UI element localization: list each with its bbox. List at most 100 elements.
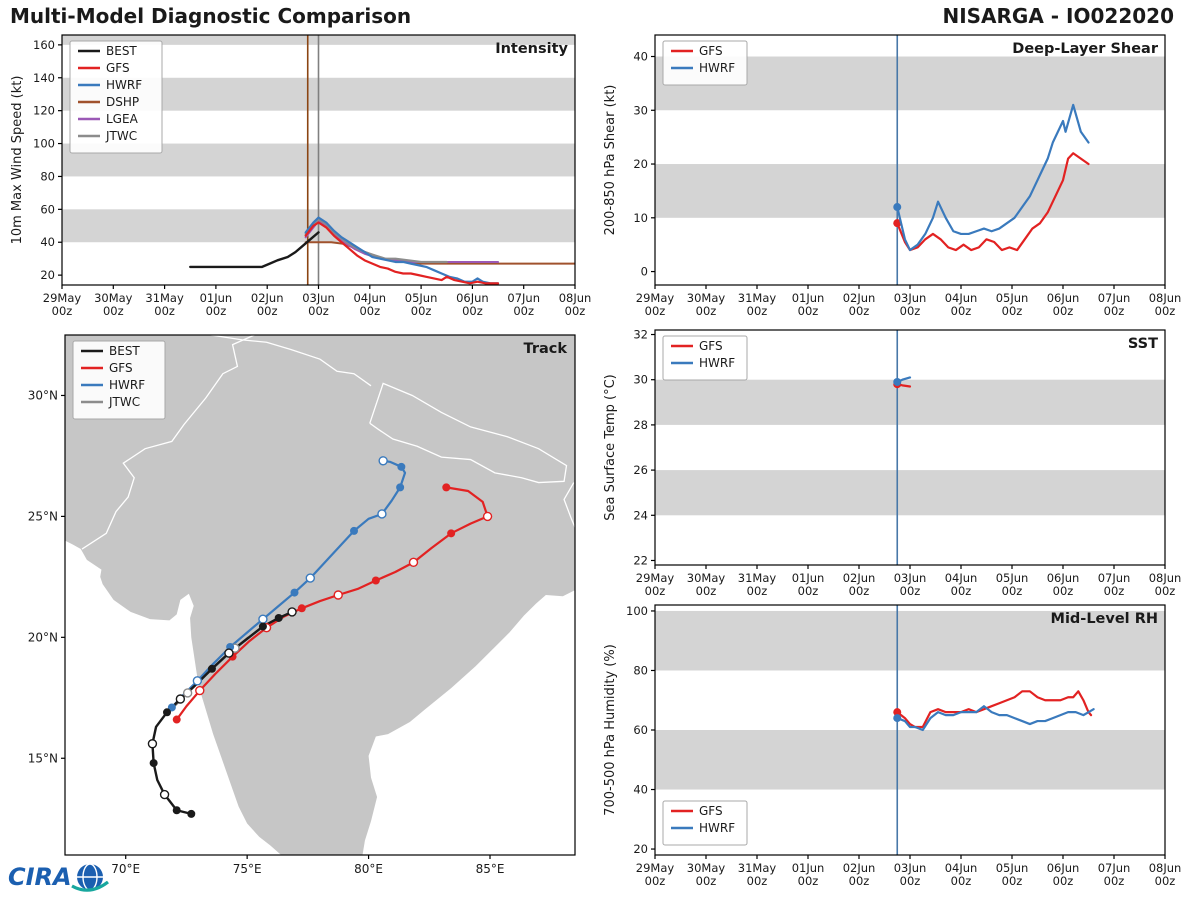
svg-text:00z: 00z: [951, 304, 972, 318]
svg-text:03Jun: 03Jun: [302, 291, 335, 305]
svg-text:15°N: 15°N: [28, 751, 58, 765]
svg-text:00z: 00z: [900, 304, 921, 318]
svg-text:BEST: BEST: [109, 344, 140, 358]
svg-text:20: 20: [633, 842, 648, 856]
svg-text:00z: 00z: [900, 584, 921, 598]
svg-text:04Jun: 04Jun: [945, 291, 978, 305]
svg-text:00z: 00z: [798, 584, 819, 598]
svg-text:00z: 00z: [645, 584, 666, 598]
svg-text:200-850 hPa Shear (kt): 200-850 hPa Shear (kt): [603, 85, 618, 236]
svg-text:31May: 31May: [738, 861, 777, 875]
svg-text:00z: 00z: [747, 584, 768, 598]
svg-text:00z: 00z: [951, 874, 972, 888]
intensity-series-gfs: [304, 221, 500, 285]
svg-text:GFS: GFS: [109, 361, 133, 375]
track-y-axis: 15°N 20°N 25°N 30°N: [28, 388, 65, 765]
sst-panel: 29May00z30May00z31May00z01Jun00z02Jun00z…: [603, 328, 1181, 598]
rh-x-axis: 29May00z30May00z31May00z01Jun00z02Jun00z…: [636, 855, 1182, 888]
svg-text:30May: 30May: [687, 571, 726, 585]
svg-text:31May: 31May: [145, 291, 184, 305]
svg-text:31May: 31May: [738, 291, 777, 305]
svg-text:00z: 00z: [513, 304, 534, 318]
svg-text:100: 100: [33, 137, 55, 151]
rh-panel: 29May00z30May00z31May00z01Jun00z02Jun00z…: [603, 604, 1181, 888]
svg-text:120: 120: [33, 104, 55, 118]
svg-text:30: 30: [633, 373, 648, 387]
svg-text:00z: 00z: [359, 304, 380, 318]
country-border: [369, 382, 568, 484]
sst-legend: GFS HWRF: [662, 335, 748, 381]
svg-text:00z: 00z: [696, 304, 717, 318]
svg-text:00z: 00z: [1002, 874, 1023, 888]
svg-text:HWRF: HWRF: [109, 378, 145, 392]
svg-text:100: 100: [626, 604, 648, 618]
svg-text:06Jun: 06Jun: [1047, 291, 1080, 305]
svg-text:GFS: GFS: [106, 61, 130, 75]
svg-text:00z: 00z: [1155, 874, 1176, 888]
svg-text:Sea Surface Temp (°C): Sea Surface Temp (°C): [603, 374, 618, 521]
svg-text:05Jun: 05Jun: [996, 861, 1029, 875]
svg-text:20°N: 20°N: [28, 630, 58, 644]
svg-text:20: 20: [633, 157, 648, 171]
svg-text:00z: 00z: [645, 874, 666, 888]
intensity-y-axis: 20 40 60 80 100 120 140 160: [33, 38, 62, 282]
svg-text:04Jun: 04Jun: [945, 571, 978, 585]
svg-text:00z: 00z: [798, 304, 819, 318]
svg-text:40: 40: [40, 235, 55, 249]
rh-series-hwrf: [896, 705, 1095, 732]
svg-text:32: 32: [633, 328, 648, 342]
shear-series-hwrf: [896, 103, 1090, 252]
svg-text:GFS: GFS: [699, 804, 723, 818]
svg-text:22: 22: [633, 553, 648, 567]
cira-swoosh-icon: [71, 880, 109, 892]
svg-text:Intensity: Intensity: [495, 41, 568, 57]
track-panel: 70°E 75°E 80°E 85°E 15°N 20°N 25°N 30°N Track BES…: [28, 334, 576, 876]
svg-text:00z: 00z: [747, 874, 768, 888]
svg-text:25°N: 25°N: [28, 509, 58, 523]
svg-text:08Jun: 08Jun: [1149, 291, 1182, 305]
svg-text:00z: 00z: [1053, 874, 1074, 888]
svg-text:00z: 00z: [1053, 584, 1074, 598]
shear-y-axis: 0 10 20 30 40: [633, 50, 655, 279]
svg-text:24: 24: [633, 508, 648, 522]
svg-text:700-500 hPa Humidity (%): 700-500 hPa Humidity (%): [603, 644, 618, 816]
svg-text:00z: 00z: [257, 304, 278, 318]
shear-series-gfs: [896, 152, 1090, 252]
svg-text:04Jun: 04Jun: [945, 861, 978, 875]
intensity-legend: BEST GFS HWRF DSHP LGEA JTWC: [69, 40, 163, 154]
rh-legend: GFS HWRF: [662, 800, 748, 846]
svg-text:30°N: 30°N: [28, 388, 58, 402]
svg-text:07Jun: 07Jun: [1098, 571, 1131, 585]
svg-text:HWRF: HWRF: [699, 821, 735, 835]
svg-text:00z: 00z: [1155, 584, 1176, 598]
svg-text:00z: 00z: [951, 584, 972, 598]
svg-text:29May: 29May: [636, 861, 675, 875]
svg-text:26: 26: [633, 463, 648, 477]
svg-text:29May: 29May: [636, 571, 675, 585]
svg-text:HWRF: HWRF: [106, 78, 142, 92]
svg-text:00z: 00z: [696, 584, 717, 598]
svg-text:28: 28: [633, 418, 648, 432]
svg-text:0: 0: [641, 265, 648, 279]
svg-text:00z: 00z: [696, 874, 717, 888]
svg-text:01Jun: 01Jun: [792, 291, 825, 305]
svg-text:00z: 00z: [565, 304, 586, 318]
svg-text:00z: 00z: [747, 304, 768, 318]
svg-text:Deep-Layer Shear: Deep-Layer Shear: [1012, 41, 1159, 57]
svg-text:00z: 00z: [462, 304, 483, 318]
svg-text:60: 60: [40, 202, 55, 216]
svg-text:29May: 29May: [636, 291, 675, 305]
svg-text:07Jun: 07Jun: [1098, 291, 1131, 305]
svg-text:01Jun: 01Jun: [200, 291, 233, 305]
svg-text:60: 60: [633, 723, 648, 737]
svg-text:JTWC: JTWC: [105, 129, 137, 143]
svg-text:40: 40: [633, 50, 648, 64]
shear-legend: GFS HWRF: [662, 40, 748, 86]
svg-text:00z: 00z: [103, 304, 124, 318]
svg-text:06Jun: 06Jun: [1047, 571, 1080, 585]
svg-text:08Jun: 08Jun: [1149, 861, 1182, 875]
svg-text:SST: SST: [1128, 336, 1158, 352]
svg-text:DSHP: DSHP: [106, 95, 139, 109]
svg-text:04Jun: 04Jun: [353, 291, 386, 305]
